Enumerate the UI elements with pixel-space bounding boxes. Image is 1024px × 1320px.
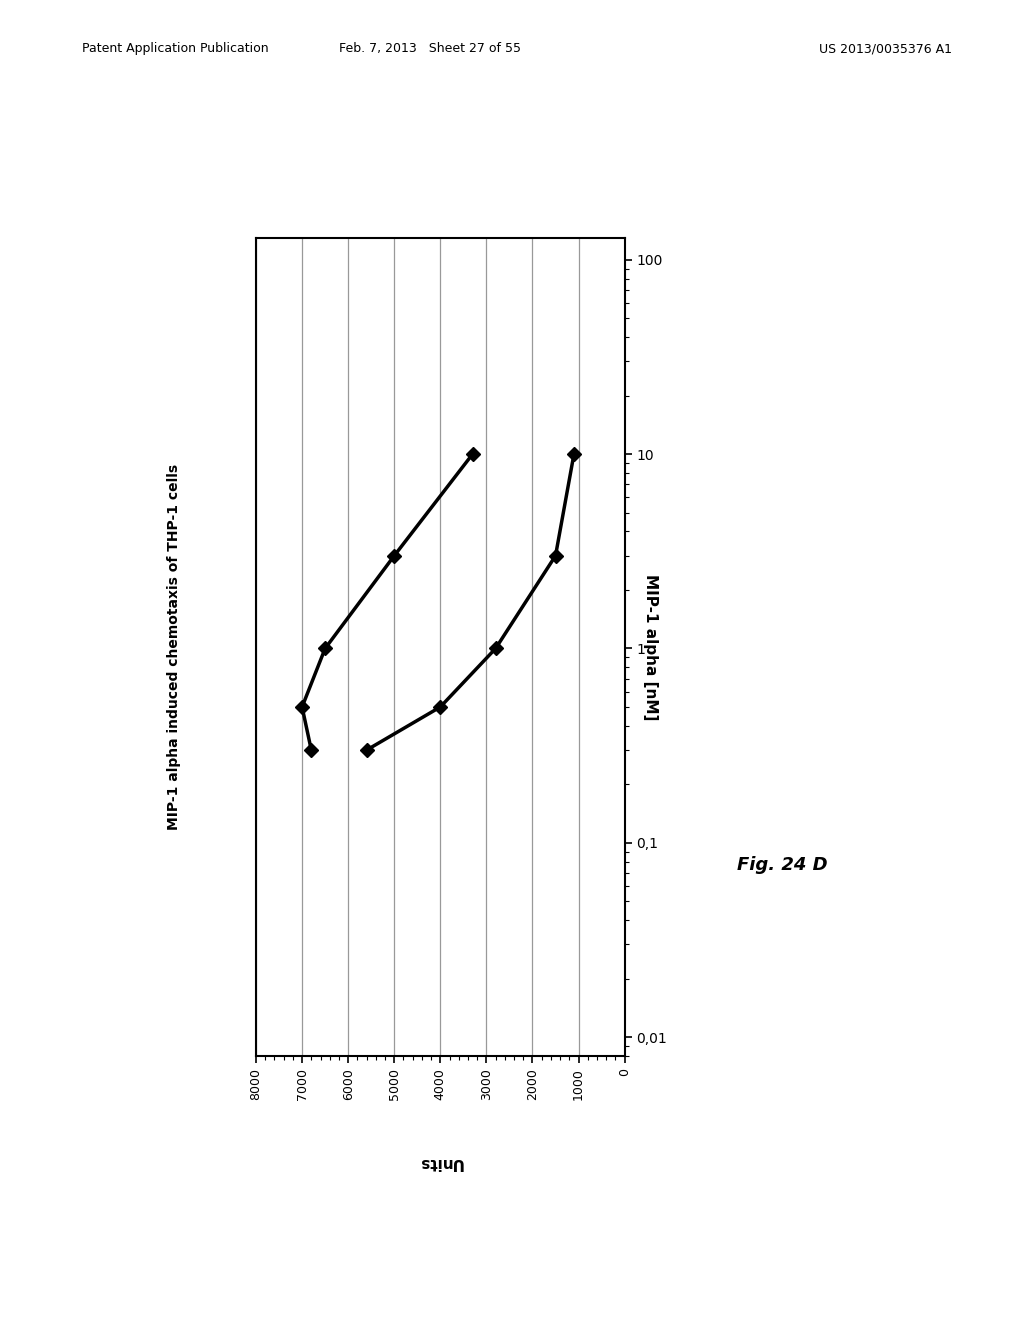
Text: Feb. 7, 2013   Sheet 27 of 55: Feb. 7, 2013 Sheet 27 of 55 — [339, 42, 521, 55]
Text: Patent Application Publication: Patent Application Publication — [82, 42, 268, 55]
Text: US 2013/0035376 A1: US 2013/0035376 A1 — [819, 42, 952, 55]
Text: Fig. 24 D: Fig. 24 D — [737, 855, 828, 874]
Text: MIP-1 alpha induced chemotaxis of THP-1 cells: MIP-1 alpha induced chemotaxis of THP-1 … — [167, 463, 181, 830]
X-axis label: Units: Units — [418, 1155, 463, 1171]
Text: MIP-1 alpha [nM]: MIP-1 alpha [nM] — [643, 574, 657, 719]
